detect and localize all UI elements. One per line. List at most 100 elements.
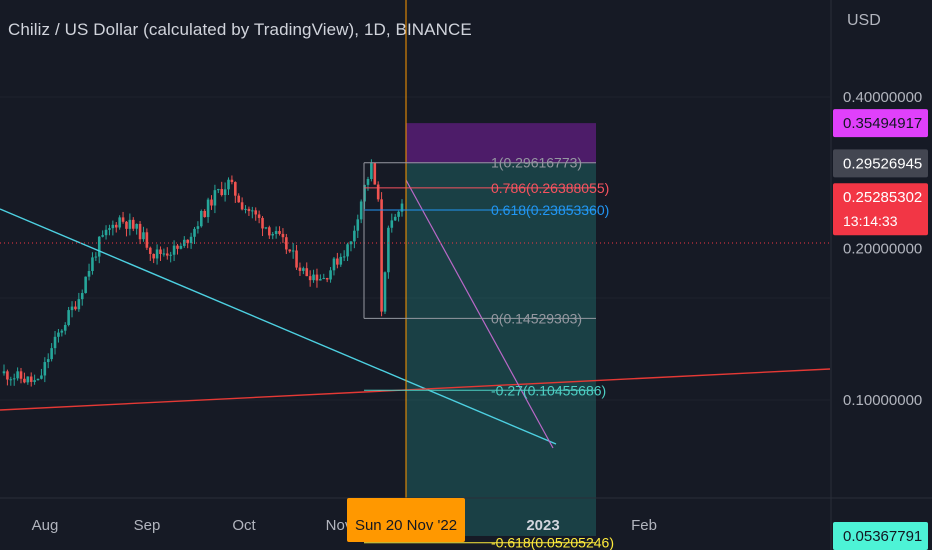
candle-body <box>152 253 155 259</box>
stop-zone <box>406 163 596 536</box>
candle-body <box>6 371 9 380</box>
candle-body <box>308 276 312 281</box>
candle-body <box>349 241 353 245</box>
candle-body <box>210 199 213 206</box>
candle-body <box>101 235 104 237</box>
crosshair-time-box <box>347 498 465 542</box>
candle-body <box>16 371 19 379</box>
candle-body <box>155 249 159 259</box>
price-label-text: 0.25285302 <box>843 189 922 206</box>
candle-body <box>9 379 13 381</box>
candle-body <box>196 226 200 229</box>
price-label-text: 0.35494917 <box>843 115 922 132</box>
candle-body <box>295 250 298 268</box>
time-tick-label: Oct <box>232 517 256 534</box>
candle-body <box>393 216 397 221</box>
price-label-box <box>833 149 928 178</box>
candle-body <box>244 208 247 210</box>
candle-body <box>342 256 346 258</box>
price-tick-label: 0.40000000 <box>843 89 922 106</box>
candle-body <box>148 247 152 254</box>
price-label-text: 0.05367791 <box>843 528 922 545</box>
candle-body <box>206 199 210 218</box>
time-tick-label: Sep <box>134 517 161 534</box>
candle-body <box>179 245 183 249</box>
candle-body <box>63 325 67 331</box>
time-tick-label: 2023 <box>526 517 559 534</box>
candle-body <box>138 223 142 240</box>
candle-body <box>332 258 336 271</box>
trend-lines <box>0 0 831 498</box>
candle-body <box>400 203 404 212</box>
candle-body <box>366 178 370 185</box>
candle-body <box>278 231 281 234</box>
candle-body <box>217 189 220 191</box>
candle-body <box>108 228 111 230</box>
candle-body <box>12 378 16 380</box>
fib-label: 0.618(0.23853360) <box>491 202 609 218</box>
price-label-box <box>833 183 928 236</box>
candle-body <box>70 306 74 311</box>
candle-body <box>125 221 128 229</box>
fib-label: -0.27(0.10455686) <box>491 382 606 398</box>
candle-body <box>128 219 132 229</box>
candle-body <box>274 231 278 235</box>
candle-body <box>145 232 149 248</box>
cyan-trendline <box>0 208 557 445</box>
candle-body <box>26 376 30 383</box>
candle-body <box>312 274 315 281</box>
candle-body <box>319 279 322 281</box>
candle-body <box>29 376 33 382</box>
candle-body <box>111 224 115 229</box>
crosshair-time-label: Sun 20 Nov '22 <box>355 517 457 534</box>
candle-body <box>87 271 91 277</box>
candle-body <box>169 254 172 256</box>
candle-body <box>165 253 169 256</box>
price-labels: 0.35494917 0.29526945 0.25285302 13:14:33 0.… <box>833 109 928 550</box>
candle-body <box>227 179 230 190</box>
candle-body <box>53 336 57 349</box>
candle-body <box>67 310 70 326</box>
candle-body <box>370 163 373 179</box>
candle-body <box>50 348 53 360</box>
fib-label: 0(0.14529303) <box>491 310 582 326</box>
candle-body <box>186 239 189 243</box>
candle-body <box>237 195 241 203</box>
candle-body <box>298 267 302 271</box>
candle-body <box>281 233 285 238</box>
candle-body <box>19 371 23 379</box>
currency-label: USD <box>847 12 881 29</box>
candle-body <box>264 227 268 229</box>
candle-body <box>94 256 98 258</box>
candle-body <box>57 332 60 337</box>
candle-body <box>230 179 234 183</box>
candle-body <box>363 184 366 202</box>
candle-body <box>268 227 271 236</box>
candle-body <box>325 278 329 280</box>
candle-body <box>257 214 261 218</box>
candle-body <box>390 220 394 228</box>
candle-body <box>339 256 343 265</box>
candle-body <box>159 249 162 255</box>
fib-label: -0.618(0.05205246) <box>491 535 614 550</box>
candle-body <box>131 219 135 229</box>
candle-body <box>397 211 400 217</box>
time-tick-label: Feb <box>631 517 657 534</box>
candle-body <box>373 163 377 185</box>
candle-body <box>199 210 203 227</box>
candle-body <box>285 237 288 250</box>
candle-body <box>80 293 84 300</box>
candle-body <box>359 201 363 220</box>
chart-title: Chiliz / US Dollar (calculated by Tradin… <box>8 20 472 39</box>
candle-body <box>322 278 326 280</box>
candle-body <box>302 268 305 271</box>
candle-body <box>254 210 258 215</box>
candle-body <box>220 189 224 196</box>
candle-body <box>387 227 390 273</box>
time-tick-label: Nov <box>326 517 353 534</box>
candle-body <box>223 189 227 196</box>
candle-body <box>240 202 244 210</box>
candle-body <box>104 229 108 236</box>
